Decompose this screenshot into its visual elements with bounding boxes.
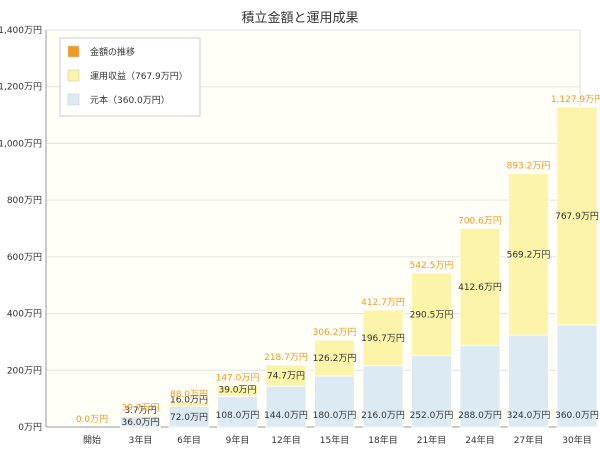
bar-principal [508, 334, 549, 428]
returns-value-label: 767.9万円 [555, 211, 599, 222]
x-tick-label: 9年目 [226, 434, 250, 446]
principal-value-label: 288.0万円 [458, 410, 502, 421]
x-tick-label: 15年目 [320, 434, 349, 446]
legend-item-returns-swatch [67, 69, 80, 82]
total-value-label: 1,127.9万円 [551, 94, 600, 105]
returns-value-label: 16.0万円 [170, 395, 208, 406]
total-value-label: 700.6万円 [458, 215, 502, 226]
legend-item-principal-label: 元本（360.0万円） [90, 94, 170, 106]
total-value-label: 306.2万円 [313, 327, 357, 338]
returns-value-label: 74.7万円 [267, 371, 305, 382]
bar-principal [459, 344, 501, 428]
y-tick-label: 1,400万円 [0, 25, 42, 36]
total-value-label: 88.0万円 [170, 389, 208, 400]
bar-returns [411, 272, 452, 356]
principal-value-label: 180.0万円 [313, 410, 357, 421]
bar-returns [362, 309, 404, 367]
total-value-label: 218.7万円 [264, 352, 308, 363]
x-tick-label: 開始 [83, 434, 101, 446]
y-tick-label: 200万円 [7, 365, 42, 376]
principal-value-label: 360.0万円 [555, 410, 599, 421]
chart-title: 積立金額と運用成果 [241, 10, 358, 26]
bar-principal [314, 375, 355, 428]
y-tick-label: 600万円 [7, 252, 42, 263]
bar-returns [168, 401, 210, 407]
axes: 0万円 200万円 400万円 600万円 800万円 1,000万円 1,200万円 1,4… [0, 25, 592, 446]
principal-value-label: 108.0万円 [216, 410, 260, 421]
principal-value-label: 252.0万円 [410, 410, 454, 421]
principal-value-label: 72.0万円 [170, 412, 208, 423]
bar-returns [120, 415, 161, 418]
returns-value-label: 196.7万円 [361, 333, 405, 344]
total-value-label: 39.7万円 [121, 403, 159, 414]
y-tick-label: 1,200万円 [0, 82, 42, 93]
x-tick-label: 24年目 [465, 434, 494, 446]
total-value-label: 412.7万円 [361, 297, 405, 308]
total-value-label: 893.2万円 [507, 161, 551, 172]
bars [120, 106, 598, 428]
returns-value-label: 3.7万円 [124, 405, 156, 416]
x-tick-label: 30年目 [562, 434, 591, 446]
returns-value-label: 290.5万円 [410, 309, 454, 320]
returns-value-label: 39.0万円 [218, 384, 256, 395]
y-tick-label: 800万円 [7, 195, 42, 206]
bar-returns [556, 106, 598, 326]
x-tick-label: 6年目 [177, 434, 201, 446]
legend-box [59, 37, 201, 117]
principal-value-label: 144.0万円 [264, 410, 308, 421]
legend-item-total-swatch [67, 45, 80, 58]
x-tick-label: 21年目 [417, 434, 446, 446]
x-tick-label: 18年目 [368, 434, 397, 446]
principal-value-label: 36.0万円 [121, 417, 159, 428]
bar-returns [314, 339, 355, 377]
bar-returns [217, 384, 258, 397]
legend-item-principal-swatch [67, 93, 80, 106]
principal-value-label: 216.0万円 [361, 410, 405, 421]
x-tick-label: 27年目 [514, 434, 543, 446]
bar-returns [265, 364, 307, 387]
returns-value-label: 412.6万円 [458, 282, 502, 293]
total-value-label: 147.0万円 [216, 372, 260, 383]
legend-item-total-label: 金額の推移 [90, 46, 135, 58]
y-tick-label: 1,000万円 [0, 138, 42, 149]
principal-value-label: 324.0万円 [507, 410, 551, 421]
total-value-label: 542.5万円 [410, 260, 454, 271]
total-value-label: 0.0万円 [76, 414, 108, 425]
x-tick-label: 3年目 [129, 434, 153, 446]
bar-returns [508, 173, 549, 336]
x-tick-label: 12年目 [271, 434, 300, 446]
y-tick-label: 400万円 [7, 309, 42, 320]
returns-value-label: 126.2万円 [313, 353, 357, 364]
legend-item-returns-label: 運用収益（767.9万円） [90, 70, 188, 82]
bar-principal [217, 395, 258, 428]
y-tick-label: 0万円 [18, 422, 42, 433]
returns-value-label: 569.2万円 [507, 249, 551, 260]
bar-returns [459, 227, 501, 346]
